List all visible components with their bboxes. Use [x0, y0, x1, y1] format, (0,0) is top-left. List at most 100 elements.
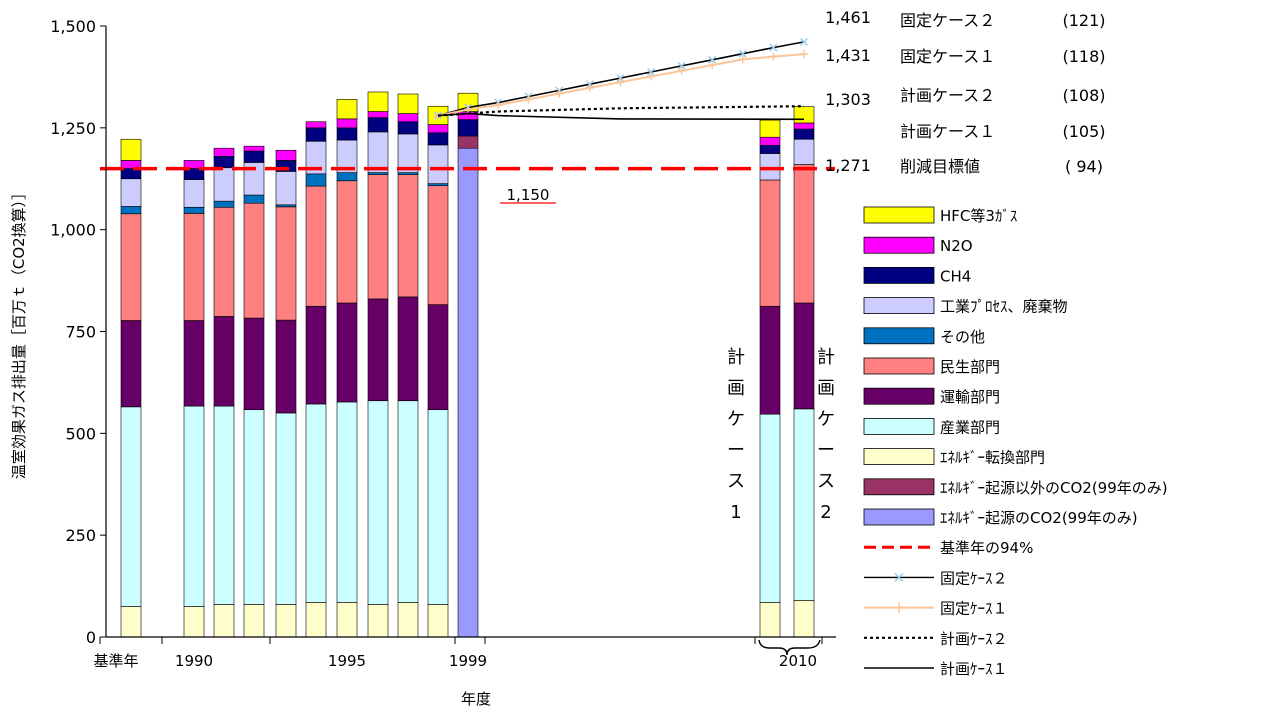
bar-segment [305, 127, 327, 142]
bar-segment [793, 600, 815, 638]
legend-swatch [863, 387, 935, 405]
legend-swatch [863, 448, 935, 466]
bar-segment-1999 [457, 135, 479, 149]
legend-swatch [863, 357, 935, 375]
legend-item: 計画ｹｰｽ２ [864, 630, 1008, 648]
bar-segment [397, 121, 419, 135]
bar-segment [336, 118, 358, 129]
vertical-label-char: ケ [817, 409, 835, 430]
projection-marker [464, 105, 472, 114]
legend-swatch-marker [894, 572, 904, 582]
x-tick-label: 1995 [328, 652, 366, 670]
legend-label: 計画ｹｰｽ１ [940, 660, 1008, 678]
legend-group: HFC等3ｶﾞｽ N2O CH4 工業ﾌﾟﾛｾｽ、廃棄物その他民生部門運輸部門産業部門… [863, 206, 1168, 678]
annotations-group: 1,461 固定ケース２ (121) 1,431 固定ケース１ (118) 1,303 計画ケ… [727, 8, 1106, 523]
legend-swatch [863, 297, 935, 315]
projection-marker [647, 72, 655, 81]
projection-marker [738, 49, 747, 58]
bar-segment [367, 172, 389, 175]
bar-segment [397, 400, 419, 603]
vertical-label-char: 1 [730, 502, 741, 523]
bar-segment [183, 606, 205, 638]
legend-swatch [863, 236, 935, 254]
legend-item: 固定ｹｰｽ１ [864, 600, 1008, 618]
x-tick-label: 2010 [779, 652, 817, 670]
legend-label: ｴﾈﾙｷﾞｰ起源以外のCO2(99年のみ) [940, 479, 1168, 497]
bar-segment [759, 145, 781, 154]
annotation-value: 1,461 [825, 8, 871, 27]
legend-label: 基準年の94% [940, 539, 1033, 557]
bar-segment [305, 173, 327, 187]
bar-segment [397, 172, 419, 175]
bar-segment [427, 124, 449, 134]
bar-segment [305, 185, 327, 307]
projection-line [437, 112, 805, 121]
vertical-label-char: ス [817, 471, 835, 492]
bar-segment [759, 413, 781, 603]
target-line-group: 1,150 [100, 166, 835, 204]
x-tick-label: 1990 [175, 652, 213, 670]
bar-segment [367, 111, 389, 118]
bar-segment [793, 302, 815, 410]
bar-segment [213, 200, 235, 208]
legend-swatch-marker [894, 602, 904, 613]
bar-segment [336, 302, 358, 403]
bar-segment [305, 602, 327, 638]
bar-segment [336, 127, 358, 141]
bar-segment [759, 136, 781, 146]
bar-segment [213, 167, 235, 202]
projection-marker [616, 78, 625, 87]
legend-item: 民生部門 [863, 357, 1000, 376]
bar-segment [336, 401, 358, 603]
bar-segment [759, 179, 781, 307]
annotation-case: 削減目標値 [900, 157, 980, 176]
projection-marker [555, 89, 564, 98]
bar-segment [367, 604, 389, 638]
bar-segment [427, 132, 449, 146]
bar-segment [793, 408, 815, 601]
bar-segment [397, 602, 419, 638]
legend-item: CH4 [863, 266, 971, 285]
annotation-number: (121) [1062, 11, 1105, 30]
vertical-label-char: 計 [727, 347, 745, 368]
bar-segment [427, 409, 449, 605]
bar-segment [305, 121, 327, 129]
bar-segment [183, 160, 205, 169]
legend-item: ｴﾈﾙｷﾞｰ転換部門 [863, 448, 1045, 467]
bar-segment [183, 320, 205, 407]
annotation-value: 1,303 [825, 90, 871, 109]
bar-segment [793, 138, 815, 165]
projection-marker [524, 95, 533, 104]
bar-segment [367, 131, 389, 173]
target-value-label: 1,150 [507, 186, 550, 204]
bar-segment [243, 194, 265, 204]
bar-segment [336, 172, 358, 182]
bar-segment-1999 [457, 119, 479, 137]
y-tick-label: 1,250 [50, 119, 96, 138]
bar-segment [213, 405, 235, 605]
bar-segment [120, 606, 142, 638]
bar-segment [367, 174, 389, 300]
legend-item: 固定ｹｰｽ２ [864, 569, 1008, 587]
brace-2010 [758, 639, 821, 656]
projection-marker [708, 55, 717, 64]
legend-swatch [863, 327, 935, 345]
projection-marker [616, 74, 625, 83]
bar-segment [183, 179, 205, 208]
legend-label: 工業ﾌﾟﾛｾｽ、廃棄物 [940, 298, 1068, 316]
legend-label: 固定ｹｰｽ１ [940, 600, 1008, 618]
legend-label: N2O [940, 237, 973, 255]
bar-segment [275, 149, 297, 161]
bar-segment [336, 180, 358, 304]
bar-segment [336, 99, 358, 120]
legend-label: ｴﾈﾙｷﾞｰ転換部門 [940, 449, 1045, 467]
bar-segment [213, 156, 235, 169]
legend-item: 基準年の94% [864, 539, 1033, 557]
legend-label: 産業部門 [940, 418, 1000, 436]
vertical-label-char: 2 [820, 502, 831, 523]
annotation-value: 1,431 [825, 46, 871, 65]
bar-segment [305, 403, 327, 603]
vertical-label-char: ー [727, 440, 745, 461]
bar-segment [243, 150, 265, 163]
bar-segment [120, 406, 142, 607]
